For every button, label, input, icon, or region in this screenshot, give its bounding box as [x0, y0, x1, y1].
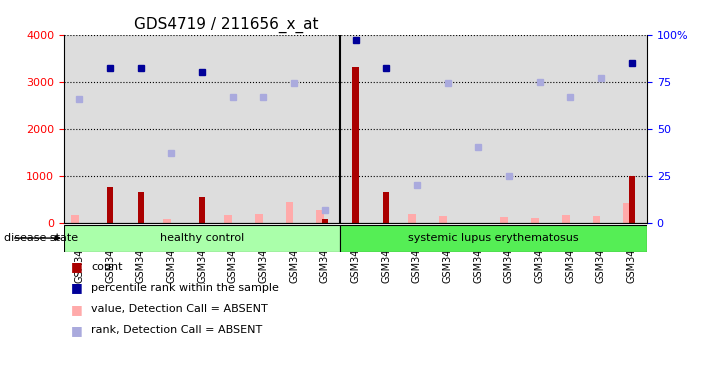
- Bar: [629, 176, 635, 223]
- Bar: [125, 35, 156, 223]
- Bar: [340, 35, 371, 223]
- Bar: [279, 35, 309, 223]
- Text: ■: ■: [71, 303, 83, 316]
- Text: ■: ■: [71, 324, 83, 337]
- Bar: [64, 35, 95, 223]
- Bar: [286, 202, 294, 223]
- Text: count: count: [91, 262, 122, 272]
- Bar: [383, 192, 389, 223]
- Bar: [64, 225, 340, 252]
- Text: disease state: disease state: [4, 233, 77, 243]
- Bar: [340, 225, 647, 252]
- Text: GDS4719 / 211656_x_at: GDS4719 / 211656_x_at: [134, 17, 319, 33]
- Bar: [463, 35, 493, 223]
- Text: ■: ■: [71, 260, 83, 273]
- Bar: [501, 217, 508, 223]
- Bar: [592, 216, 600, 223]
- Bar: [316, 210, 324, 223]
- Bar: [555, 35, 586, 223]
- Bar: [562, 215, 570, 223]
- Bar: [248, 35, 279, 223]
- Bar: [493, 35, 524, 223]
- Bar: [187, 35, 218, 223]
- Bar: [616, 35, 647, 223]
- Bar: [95, 35, 125, 223]
- Bar: [156, 35, 187, 223]
- Bar: [255, 214, 262, 223]
- Bar: [309, 35, 340, 223]
- Bar: [524, 35, 555, 223]
- Text: ■: ■: [71, 281, 83, 295]
- Bar: [225, 215, 232, 223]
- Bar: [586, 35, 616, 223]
- Text: healthy control: healthy control: [160, 233, 244, 243]
- Text: systemic lupus erythematosus: systemic lupus erythematosus: [408, 233, 579, 243]
- Bar: [322, 219, 328, 223]
- Text: value, Detection Call = ABSENT: value, Detection Call = ABSENT: [91, 304, 268, 314]
- Bar: [408, 214, 416, 223]
- Bar: [199, 197, 205, 223]
- Bar: [624, 203, 631, 223]
- Bar: [138, 192, 144, 223]
- Bar: [402, 35, 432, 223]
- Bar: [432, 35, 463, 223]
- Bar: [439, 216, 447, 223]
- Text: percentile rank within the sample: percentile rank within the sample: [91, 283, 279, 293]
- Bar: [531, 218, 539, 223]
- Bar: [353, 68, 358, 223]
- Bar: [163, 219, 171, 223]
- Bar: [371, 35, 402, 223]
- Bar: [71, 215, 78, 223]
- Bar: [107, 187, 113, 223]
- Bar: [218, 35, 248, 223]
- Text: rank, Detection Call = ABSENT: rank, Detection Call = ABSENT: [91, 325, 262, 335]
